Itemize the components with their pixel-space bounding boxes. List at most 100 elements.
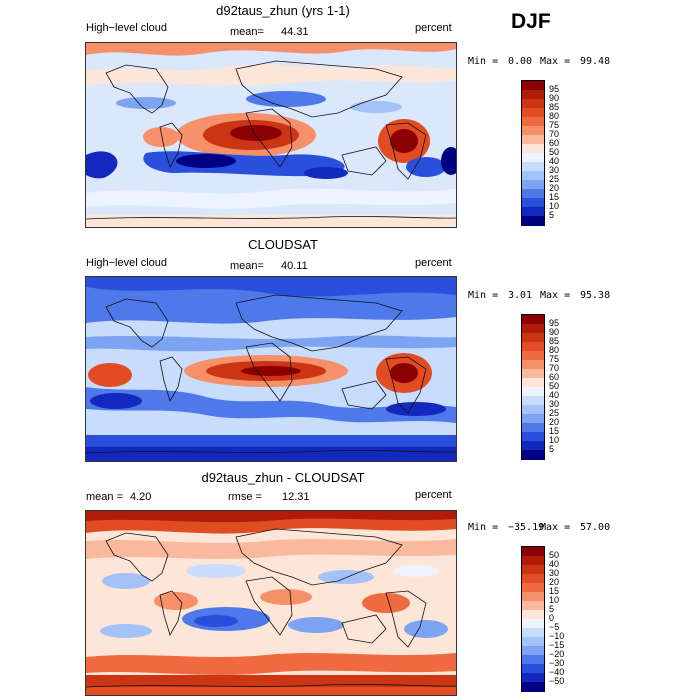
panel-1-min-value: 0.00: [508, 56, 533, 67]
colorbar-swatch: [522, 583, 544, 593]
colorbar-swatch: [522, 655, 544, 665]
colorbar-swatch: [522, 396, 544, 406]
colorbar-tick-label: 70: [549, 362, 560, 373]
colorbar-tick-label: 90: [549, 92, 560, 103]
colorbar-swatch: [522, 117, 544, 127]
panel-1-units: percent: [415, 22, 452, 34]
colorbar-tick-label: 40: [549, 558, 560, 569]
panel-3-colorbar: [521, 546, 545, 692]
colorbar-tick-label: 20: [549, 416, 560, 427]
panel-2-min-label: Min =: [468, 290, 499, 301]
colorbar-swatch: [522, 414, 544, 424]
colorbar-tick-label: 5: [549, 443, 555, 454]
panel-1-max-label: Max =: [540, 56, 571, 67]
panel-3-title: d92taus_zhun - CLOUDSAT: [201, 470, 365, 485]
colorbar-tick-label: 75: [549, 119, 560, 130]
colorbar-tick-label: 40: [549, 389, 560, 400]
colorbar-swatch: [522, 387, 544, 397]
colorbar-tick-label: −5: [549, 621, 560, 632]
panel-3-units: percent: [415, 489, 452, 501]
colorbar-tick-label: 80: [549, 344, 560, 355]
colorbar-tick-label: 50: [549, 146, 560, 157]
colorbar-swatch: [522, 619, 544, 629]
colorbar-swatch: [522, 601, 544, 611]
colorbar-tick-label: 15: [549, 585, 560, 596]
colorbar-tick-label: 75: [549, 353, 560, 364]
colorbar-swatch: [522, 108, 544, 118]
colorbar-tick-label: 60: [549, 371, 560, 382]
colorbar-swatch: [522, 673, 544, 683]
colorbar-swatch: [522, 171, 544, 181]
colorbar-swatch: [522, 450, 544, 460]
colorbar-swatch: [522, 198, 544, 208]
panel-2-max-value: 95.38: [580, 290, 611, 301]
colorbar-tick-label: 30: [549, 398, 560, 409]
panel-1-variable-label: High−level cloud: [86, 22, 168, 34]
colorbar-tick-label: 95: [549, 317, 560, 328]
colorbar-swatch: [522, 333, 544, 343]
panel-3-rmse-label: rmse =: [228, 491, 262, 503]
colorbar-tick-label: 80: [549, 110, 560, 121]
colorbar-swatch: [522, 360, 544, 370]
colorbar-tick-label: 15: [549, 191, 560, 202]
colorbar-swatch: [522, 351, 544, 361]
colorbar-swatch: [522, 162, 544, 172]
colorbar-tick-label: 5: [549, 209, 555, 220]
colorbar-swatch: [522, 441, 544, 451]
panel-3-map: [85, 510, 457, 696]
colorbar-tick-label: 30: [549, 164, 560, 175]
panel-2-map-graphic: [86, 277, 456, 461]
panel-1-mean-value: 44.31: [281, 26, 309, 38]
colorbar-tick-label: −30: [549, 657, 565, 668]
panel-2-mean-label: mean=: [230, 260, 264, 272]
panel-1-title: d92taus_zhun (yrs 1-1): [216, 3, 350, 18]
colorbar-tick-label: 0: [549, 612, 555, 623]
colorbar-swatch: [522, 432, 544, 442]
colorbar-tick-label: 90: [549, 326, 560, 337]
panel-1-map: [85, 42, 457, 228]
colorbar-tick-label: 50: [549, 380, 560, 391]
colorbar-tick-label: 40: [549, 155, 560, 166]
colorbar-swatch: [522, 664, 544, 674]
panel-1-mean-label: mean=: [230, 26, 264, 38]
colorbar-swatch: [522, 682, 544, 692]
panel-2-units: percent: [415, 257, 452, 269]
panel-2-variable-label: High−level cloud: [86, 257, 168, 269]
panel-3-min-value: −35.19: [508, 522, 545, 533]
colorbar-tick-label: −20: [549, 648, 565, 659]
colorbar-swatch: [522, 324, 544, 334]
colorbar-swatch: [522, 592, 544, 602]
colorbar-swatch: [522, 574, 544, 584]
colorbar-swatch: [522, 378, 544, 388]
colorbar-swatch: [522, 405, 544, 415]
colorbar-swatch: [522, 610, 544, 620]
colorbar-swatch: [522, 342, 544, 352]
colorbar-tick-label: 15: [549, 425, 560, 436]
colorbar-tick-label: 20: [549, 576, 560, 587]
colorbar-tick-label: −40: [549, 666, 565, 677]
colorbar-tick-label: 25: [549, 407, 560, 418]
colorbar-swatch: [522, 369, 544, 379]
panel-3-min-label: Min =: [468, 522, 499, 533]
panel-3-map-graphic: [86, 511, 456, 695]
panel-2-map: [85, 276, 457, 462]
colorbar-tick-label: 10: [549, 434, 560, 445]
colorbar-swatch: [522, 126, 544, 136]
panel-3-max-value: 57.00: [580, 522, 611, 533]
colorbar-tick-label: 5: [549, 603, 555, 614]
colorbar-swatch: [522, 216, 544, 226]
panel-2-colorbar: [521, 314, 545, 460]
colorbar-swatch: [522, 189, 544, 199]
colorbar-swatch: [522, 565, 544, 575]
colorbar-swatch: [522, 81, 544, 91]
colorbar-tick-label: 30: [549, 567, 560, 578]
colorbar-swatch: [522, 628, 544, 638]
colorbar-swatch: [522, 547, 544, 557]
panel-2-max-label: Max =: [540, 290, 571, 301]
colorbar-swatch: [522, 315, 544, 325]
colorbar-tick-label: 10: [549, 200, 560, 211]
colorbar-swatch: [522, 556, 544, 566]
colorbar-swatch: [522, 153, 544, 163]
colorbar-tick-label: 60: [549, 137, 560, 148]
colorbar-swatch: [522, 180, 544, 190]
